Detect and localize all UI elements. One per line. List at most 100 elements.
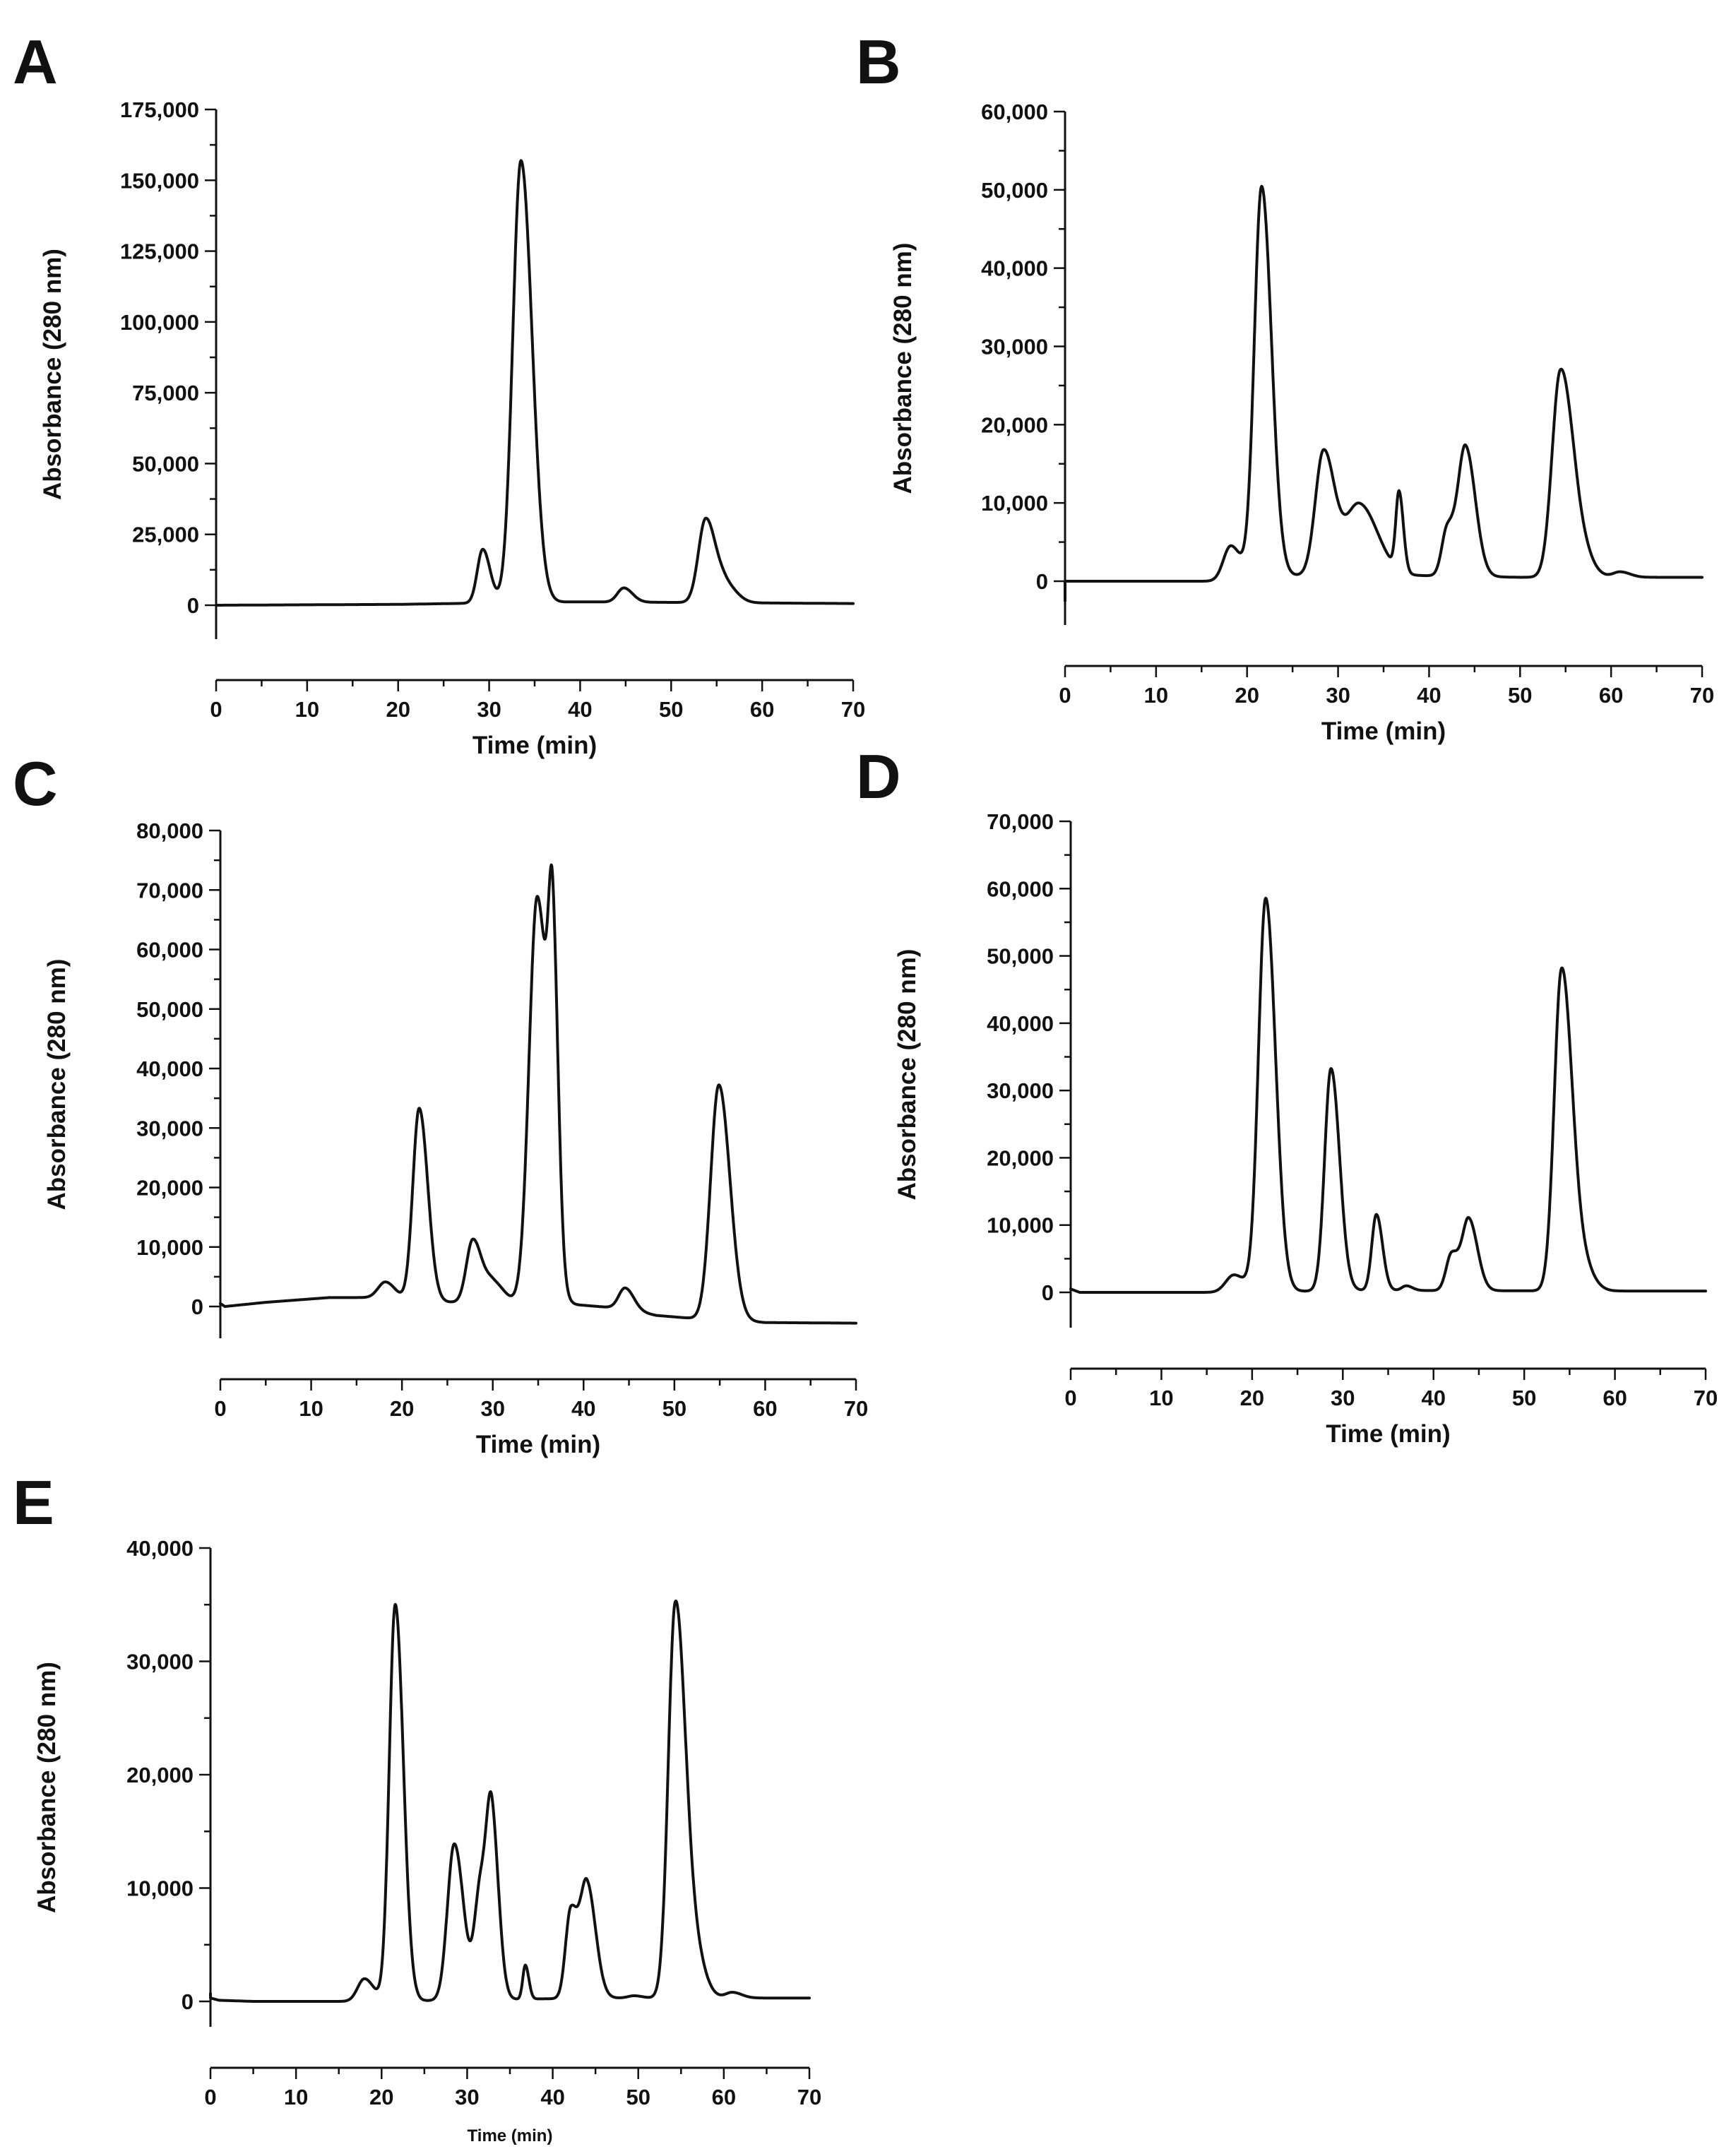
x-tick-label: 0: [204, 2085, 216, 2109]
panel-letter-c: C: [13, 749, 58, 818]
chromatogram-trace: [219, 863, 857, 1325]
x-tick-label: 30: [477, 697, 501, 722]
chart-panel-b: B 0 10,000 20,000 30,000 40,000 50,000 60,000 0 1…: [856, 27, 1714, 745]
y-tick-label: 30,000: [981, 335, 1048, 359]
x-tick-label: 50: [662, 1396, 686, 1421]
x-tick-label: 20: [1240, 1386, 1264, 1410]
y-axis-label: Absorbance (280 nm): [893, 949, 921, 1201]
y-tick-label: 125,000: [120, 239, 199, 264]
y-tick-label: 50,000: [987, 944, 1054, 969]
y-tick-label: 10,000: [136, 1235, 203, 1260]
chart-panel-a: A 0 25,000 50,000 75,000 100,000 125,000 150,00…: [13, 27, 865, 759]
y-tick-label: 80,000: [136, 818, 203, 843]
y-tick-label: 70,000: [136, 878, 203, 903]
y-axis-label: Absorbance (280 nm): [33, 1662, 61, 1913]
y-tick-label: 20,000: [136, 1176, 203, 1201]
x-tick-label: 60: [753, 1396, 777, 1421]
panel-letter-a: A: [13, 27, 58, 97]
x-tick-label: 60: [712, 2085, 736, 2109]
x-tick-label: 40: [540, 2085, 564, 2109]
x-tick-label: 30: [480, 1396, 504, 1421]
x-axis-label: Time (min): [1326, 1420, 1450, 1448]
y-tick-label: 0: [187, 593, 199, 618]
y-tick-label: 0: [191, 1294, 203, 1319]
y-tick-label: 60,000: [987, 876, 1054, 901]
x-tick-label: 50: [1508, 683, 1532, 708]
x-tick-label: 40: [1421, 1386, 1445, 1410]
chart-panel-e: E 0 10,000 20,000 30,000 40,000 0 10 20 30 40 50 60 7…: [13, 1468, 821, 2145]
x-tick-label: 40: [1417, 683, 1441, 708]
x-tick-label: 0: [1059, 683, 1071, 708]
y-tick-label: 175,000: [120, 97, 199, 122]
x-tick-label: 0: [1064, 1386, 1076, 1410]
chart-panel-d: D 0 10,000 20,000 30,000 40,000 50,000 60,000 70…: [856, 742, 1718, 1448]
y-tick-label: 60,000: [981, 100, 1048, 124]
x-tick-label: 60: [1603, 1386, 1627, 1410]
y-tick-label: 50,000: [981, 178, 1048, 203]
y-tick-label: 10,000: [987, 1213, 1054, 1238]
y-tick-label: 40,000: [126, 1536, 194, 1561]
x-tick-label: 20: [386, 697, 410, 722]
y-tick-label: 70,000: [987, 809, 1054, 834]
y-tick-label: 40,000: [987, 1011, 1054, 1036]
chromatogram-trace: [1064, 184, 1704, 602]
y-tick-label: 0: [1042, 1280, 1054, 1305]
x-tick-label: 30: [1326, 683, 1350, 708]
x-tick-label: 10: [295, 697, 319, 722]
y-tick-label: 0: [1036, 569, 1048, 594]
panel-letter-e: E: [13, 1468, 54, 1537]
y-tick-label: 20,000: [987, 1145, 1054, 1170]
x-axis-label: Time (min): [472, 732, 597, 759]
chromatogram-trace: [1069, 896, 1707, 1294]
x-tick-label: 30: [455, 2085, 479, 2109]
x-tick-label: 70: [841, 697, 865, 722]
y-tick-label: 50,000: [132, 451, 199, 476]
x-tick-label: 20: [369, 2085, 393, 2109]
y-tick-label: 0: [182, 1989, 194, 2014]
y-tick-label: 20,000: [126, 1763, 194, 1787]
x-tick-label: 0: [214, 1396, 226, 1421]
chromatogram-trace: [215, 159, 855, 607]
x-tick-label: 40: [568, 697, 592, 722]
y-tick-label: 150,000: [120, 168, 199, 193]
y-tick-label: 30,000: [987, 1078, 1054, 1103]
panel-letter-d: D: [856, 742, 901, 811]
panel-letter-b: B: [856, 27, 901, 97]
x-tick-label: 10: [1144, 683, 1168, 708]
y-tick-label: 10,000: [126, 1876, 194, 1901]
x-tick-label: 70: [1694, 1386, 1718, 1410]
y-tick-label: 75,000: [132, 381, 199, 405]
x-tick-label: 70: [797, 2085, 821, 2109]
x-tick-label: 50: [659, 697, 683, 722]
chart-panel-c: C 0 10,000 20,000 30,000 40,000 50,000 60,000 70…: [13, 749, 868, 1458]
x-tick-label: 60: [1599, 683, 1623, 708]
y-tick-label: 50,000: [136, 997, 203, 1022]
y-tick-label: 10,000: [981, 491, 1048, 516]
x-axis-label: Time (min): [476, 1431, 600, 1458]
x-axis-label: Time (min): [468, 2126, 553, 2145]
x-axis-label: Time (min): [1321, 718, 1446, 745]
chromatogram-trace: [209, 1600, 811, 2003]
y-tick-label: 40,000: [136, 1056, 203, 1081]
x-tick-label: 50: [626, 2085, 650, 2109]
x-tick-label: 10: [284, 2085, 308, 2109]
y-axis-label: Absorbance (280 nm): [39, 249, 66, 500]
x-tick-label: 70: [844, 1396, 868, 1421]
x-tick-label: 10: [299, 1396, 323, 1421]
y-axis-label: Absorbance (280 nm): [889, 243, 917, 494]
y-tick-label: 20,000: [981, 412, 1048, 437]
x-tick-label: 50: [1512, 1386, 1536, 1410]
x-tick-label: 70: [1690, 683, 1714, 708]
y-tick-label: 40,000: [981, 256, 1048, 281]
x-tick-label: 0: [210, 697, 222, 722]
x-tick-label: 20: [1235, 683, 1259, 708]
y-tick-label: 25,000: [132, 523, 199, 547]
y-tick-label: 30,000: [126, 1650, 194, 1674]
y-tick-label: 60,000: [136, 938, 203, 963]
x-tick-label: 30: [1331, 1386, 1355, 1410]
x-tick-label: 60: [750, 697, 774, 722]
x-tick-label: 10: [1149, 1386, 1173, 1410]
y-axis-label: Absorbance (280 nm): [43, 959, 71, 1210]
x-tick-label: 20: [390, 1396, 414, 1421]
